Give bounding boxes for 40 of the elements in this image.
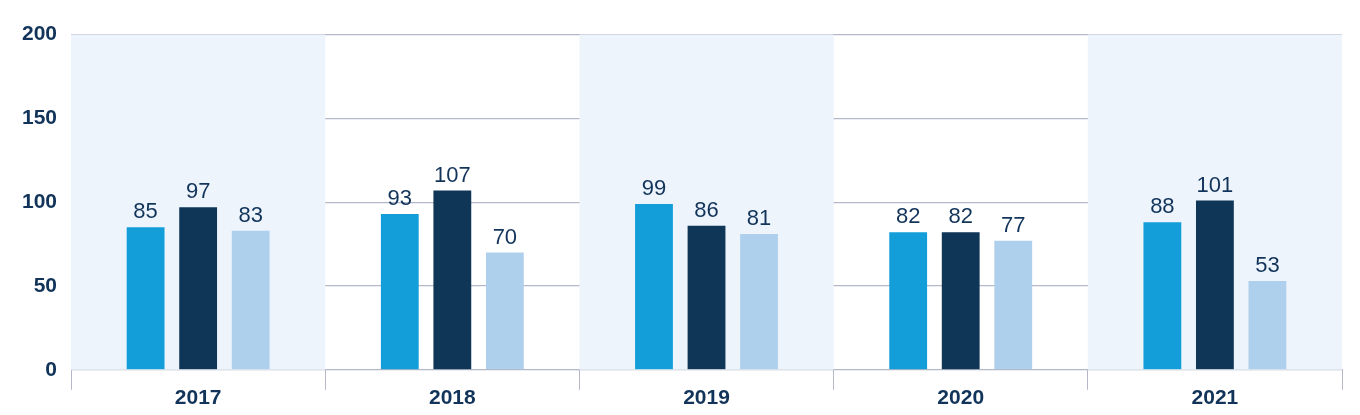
x-tick-label: 2021 <box>1191 385 1239 409</box>
bar <box>1195 200 1234 370</box>
bar <box>687 225 726 370</box>
bar <box>485 252 524 370</box>
bar <box>740 234 778 370</box>
bar <box>380 213 419 370</box>
y-tick-label: 100 <box>21 189 58 212</box>
data-label: 97 <box>185 178 211 204</box>
bar <box>433 190 472 370</box>
data-label: 88 <box>1150 193 1175 219</box>
data-label: 107 <box>433 161 471 187</box>
bar <box>179 207 218 370</box>
bar <box>941 232 980 370</box>
data-label: 83 <box>238 201 263 227</box>
x-tick-label: 2018 <box>428 385 476 409</box>
data-label: 82 <box>895 203 921 229</box>
bar <box>231 230 270 370</box>
data-label: 70 <box>492 223 518 249</box>
data-label: 85 <box>133 198 158 224</box>
data-label: 77 <box>1001 211 1026 237</box>
bar <box>1143 222 1182 370</box>
data-label: 86 <box>694 196 719 222</box>
data-label: 82 <box>948 203 973 229</box>
data-label: 81 <box>746 205 772 231</box>
x-tick-label: 2019 <box>683 385 730 409</box>
y-tick-label: 150 <box>21 105 58 129</box>
y-tick-label: 50 <box>33 272 58 296</box>
bar <box>889 232 928 370</box>
data-label: 101 <box>1196 171 1234 197</box>
data-label: 99 <box>641 174 667 200</box>
data-label: 93 <box>387 184 413 210</box>
x-tick-label: 2017 <box>174 385 222 409</box>
x-tick-label: 2020 <box>937 385 985 409</box>
bar <box>126 227 165 370</box>
bar <box>1248 280 1287 370</box>
y-tick-label: 0 <box>45 356 58 380</box>
bar <box>994 240 1033 370</box>
y-tick-label: 200 <box>21 21 58 45</box>
bar <box>635 203 673 370</box>
data-label: 53 <box>1255 252 1280 278</box>
